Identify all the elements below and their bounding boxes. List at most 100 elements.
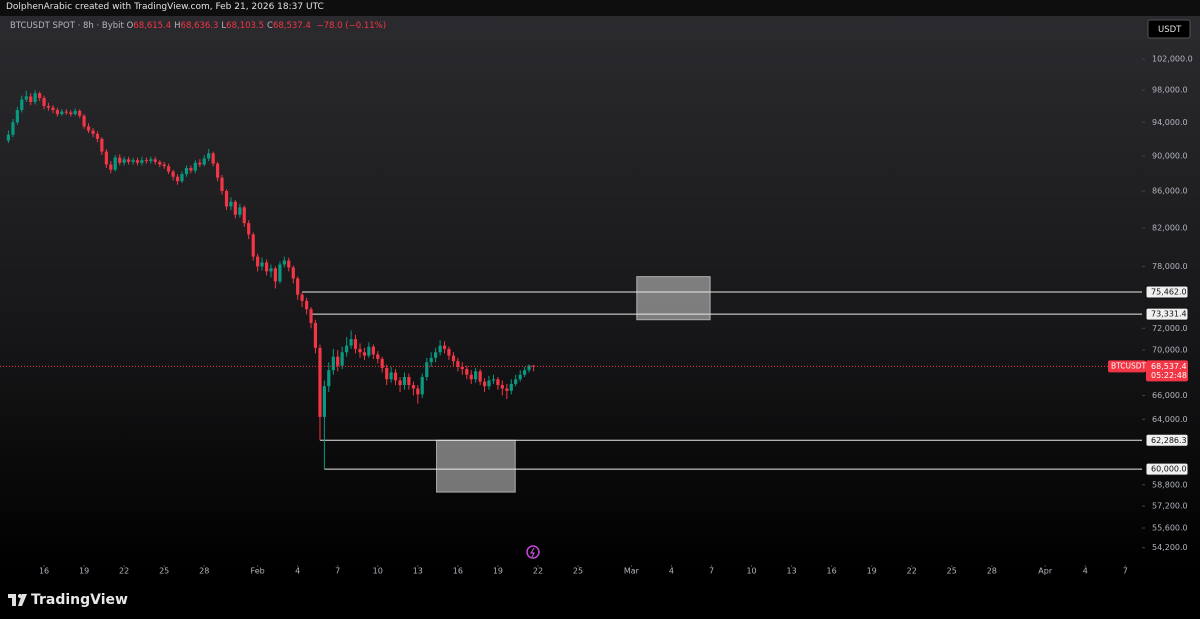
y-tick-label: 58,800.0 (1152, 480, 1188, 489)
candle-body (242, 207, 246, 224)
header-strip (0, 0, 1200, 16)
currency: USDT (1158, 25, 1182, 35)
candle-body (73, 110, 77, 115)
candle-body (202, 158, 206, 165)
last-symbol-bg (1108, 360, 1146, 373)
x-tick-label: Feb (251, 567, 265, 576)
candle-body (6, 134, 11, 141)
candle-body (100, 138, 104, 152)
candle-body (523, 370, 527, 375)
candle-body (309, 309, 313, 323)
legend: BTCUSDT SPOT · 8h · Bybit O68,615.4 H68,6… (10, 21, 386, 31)
candle-body (144, 160, 149, 162)
candle-body (349, 339, 353, 346)
candle-body (398, 380, 402, 386)
candle-body (86, 126, 91, 131)
candle-body (429, 357, 433, 363)
y-tick-label: 90,000.0 (1152, 151, 1188, 160)
candle-body (149, 159, 153, 162)
ohlc-value: 68,636.3 (180, 21, 219, 31)
candle-body (78, 110, 82, 116)
x-tick-label: 13 (786, 567, 796, 576)
x-tick-label: 22 (533, 567, 543, 576)
candle-body (465, 369, 469, 375)
candle-body (20, 99, 24, 111)
ohlc-value: 68,537.4 (272, 21, 311, 31)
candle-body (460, 366, 464, 370)
last-price-label: 68,537.4 (1151, 362, 1187, 371)
candle-body (82, 115, 86, 127)
candle-body (109, 164, 113, 170)
candle-body (113, 157, 117, 170)
candle-body (229, 201, 233, 207)
ohlc: O68,615.4 H68,636.3 L68,103.5 C68,537.4 (127, 21, 314, 31)
currency-box (1147, 19, 1191, 39)
candle-body (389, 372, 393, 380)
candle-body (184, 167, 189, 175)
candle-body (407, 377, 411, 386)
last-price-bg (1146, 360, 1188, 382)
x-tick-label: 10 (373, 567, 383, 576)
candle-body (491, 379, 496, 381)
x-tick-label: 28 (199, 567, 209, 576)
candle-body (331, 356, 335, 371)
candle-body (215, 163, 220, 178)
y-tick-label: 72,000.0 (1152, 324, 1188, 333)
candle-body (442, 345, 447, 349)
candle-body (447, 348, 451, 356)
candle-body (211, 153, 215, 164)
candle-body (131, 160, 135, 162)
candle-body (64, 111, 68, 113)
x-tick-label: 25 (947, 567, 957, 576)
candle-body (233, 201, 237, 215)
x-tick-label: 13 (413, 567, 423, 576)
candle-body (15, 110, 19, 123)
candle-body (42, 97, 46, 107)
candle-body (104, 151, 108, 165)
candle-body (425, 362, 429, 378)
candle-body (162, 164, 166, 167)
y-tick-label: 64,000.0 (1152, 415, 1188, 424)
level-label-bg (1145, 307, 1189, 321)
x-tick-label: 25 (159, 567, 169, 576)
level-label-bg (1145, 285, 1189, 299)
x-tick-label: 19 (867, 567, 877, 576)
candle-body (198, 162, 202, 165)
y-tick-label: 86,000.0 (1152, 186, 1188, 195)
x-tick-label: 22 (119, 567, 129, 576)
x-tick-label: 7 (709, 567, 714, 576)
candle-body (224, 190, 229, 207)
x-tick-label: 4 (1083, 567, 1088, 576)
candle-body (278, 264, 282, 282)
ohlc-value: 68,615.4 (133, 21, 172, 31)
watermark: DolphenArabic created with TradingView.c… (6, 2, 324, 12)
candle-body (69, 112, 73, 115)
candle-body (166, 166, 171, 172)
candle-body (260, 262, 264, 267)
zone (436, 439, 516, 493)
change: −78.0 (−0.11%) (316, 21, 387, 31)
candle-body (29, 96, 33, 102)
candle-body (55, 110, 60, 115)
candle-body (456, 361, 460, 367)
level-label-bg (1145, 462, 1189, 476)
candle-body (171, 171, 175, 177)
candle-body (24, 96, 28, 100)
candle-body (509, 383, 513, 391)
candle-body (322, 386, 326, 417)
candle-body (478, 371, 482, 382)
y-tick-label: 54,200.0 (1152, 543, 1188, 552)
candle-body (287, 260, 291, 268)
candle-body (296, 278, 300, 295)
candle-body (336, 356, 340, 366)
candle-body (60, 111, 64, 115)
candle-body (126, 159, 131, 162)
candle-body (318, 347, 322, 417)
last-countdown: 05:22:48 (1151, 371, 1187, 380)
ohlc-key: O (126, 21, 134, 31)
candle-body (247, 223, 251, 235)
level-label: 60,000.0 (1151, 465, 1187, 474)
x-tick-label: 16 (39, 567, 49, 576)
candle-body (153, 159, 157, 162)
